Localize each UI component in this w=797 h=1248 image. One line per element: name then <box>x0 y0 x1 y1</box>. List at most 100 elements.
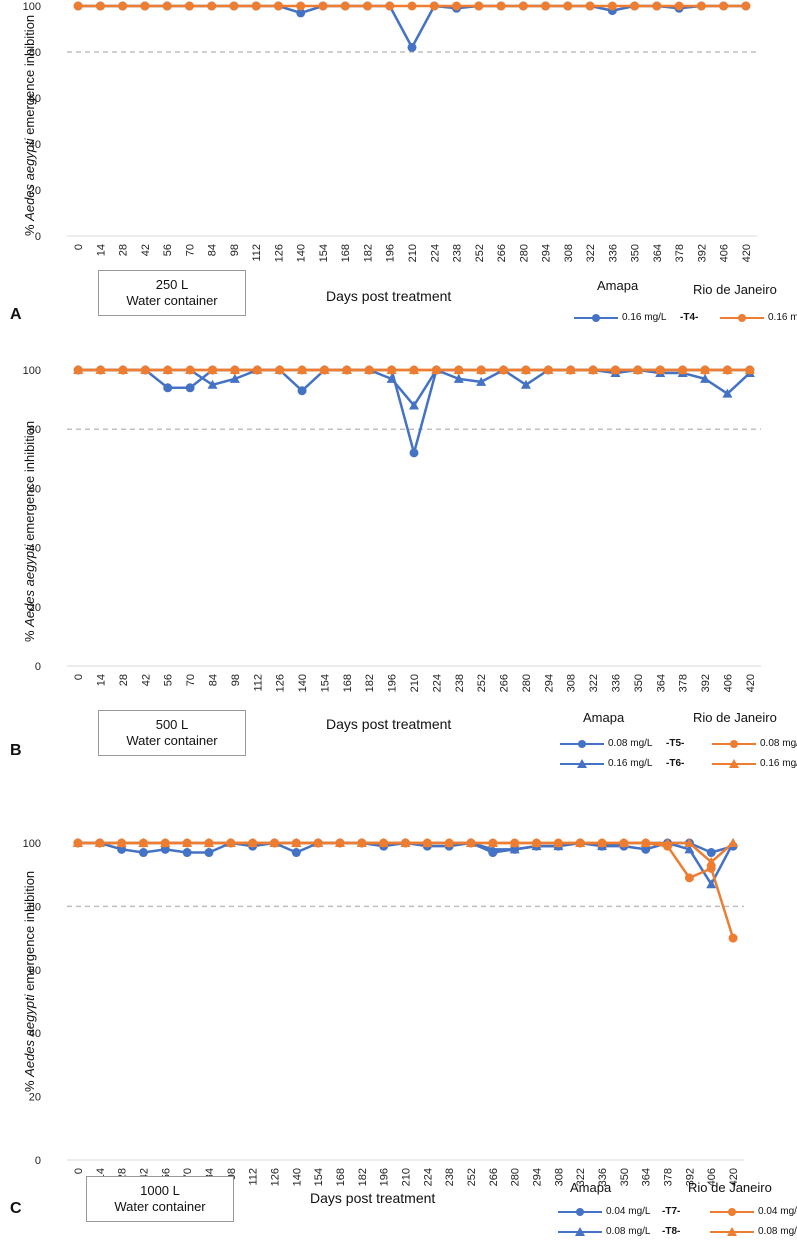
data-point <box>297 365 308 374</box>
legend-item-rio-t7: 0.04 mg/L <box>710 1206 797 1217</box>
x-tick-label: 392 <box>700 674 712 692</box>
container-box: 500 L Water container <box>98 710 246 756</box>
data-point <box>429 1 439 11</box>
legend-label: 0.08 mg/L <box>760 738 797 749</box>
data-point <box>229 365 240 374</box>
x-tick-label: 308 <box>566 674 578 692</box>
container-size: 1000 L <box>140 1183 180 1198</box>
data-point <box>229 1 239 11</box>
y-tick-label: 20 <box>29 1092 41 1104</box>
data-point <box>655 365 666 374</box>
data-point <box>319 365 330 374</box>
data-point <box>677 365 688 374</box>
panel-letter: B <box>10 742 22 759</box>
x-tick-label: 322 <box>575 1168 587 1186</box>
circle-marker-icon <box>728 1207 736 1216</box>
data-point <box>203 838 214 847</box>
y-tick-label: 80 <box>29 424 41 436</box>
legend-label: 0.04 mg/L <box>606 1206 651 1217</box>
x-tick-label: 280 <box>510 1168 522 1186</box>
x-tick-label: 126 <box>269 1168 281 1186</box>
data-point <box>487 838 498 847</box>
y-axis-label: % Aedes aegypti emergence inhibition <box>22 14 37 236</box>
legend-item-amapa-t8: 0.08 mg/L <box>558 1226 650 1237</box>
data-point <box>409 365 419 374</box>
data-point <box>696 1 706 11</box>
x-tick-label: 350 <box>630 244 642 262</box>
triangle-marker-icon <box>577 758 587 768</box>
data-point <box>162 365 173 374</box>
x-tick-label: 210 <box>409 674 421 692</box>
data-point <box>610 365 621 374</box>
data-point <box>476 365 487 374</box>
x-tick-label: 98 <box>229 244 241 256</box>
data-point <box>452 1 462 11</box>
data-point <box>706 863 716 873</box>
data-point <box>588 365 599 374</box>
data-point <box>409 448 419 458</box>
x-tick-label: 308 <box>563 244 575 262</box>
data-point <box>385 1 395 11</box>
data-point <box>291 848 301 858</box>
data-point <box>728 933 738 943</box>
x-tick-label: 406 <box>722 674 734 692</box>
triangle-marker-icon <box>575 1226 585 1236</box>
data-point <box>722 388 733 398</box>
data-point <box>313 838 324 847</box>
x-tick-label: 420 <box>728 1168 740 1186</box>
circle-marker-icon <box>730 739 738 748</box>
data-point <box>269 838 280 847</box>
x-tick-label: 378 <box>674 244 686 262</box>
legend-title-rio: Rio de Janeiro <box>693 710 777 725</box>
data-point <box>140 365 151 374</box>
data-point <box>274 365 285 374</box>
x-tick-label: 350 <box>633 674 645 692</box>
legend-label: 0.16 mg/L <box>760 758 797 769</box>
data-point <box>95 365 106 374</box>
chart-b: 0 20 40 60 80 100 0 14 28 42 56 70 84 98 112 126 140 154 1… <box>23 365 761 692</box>
container-size: 500 L <box>155 717 189 732</box>
triangle-marker-icon <box>729 758 739 768</box>
legend-item-rio-t6: 0.16 mg/L <box>712 758 797 769</box>
x-tick-label: 252 <box>466 1168 478 1186</box>
data-point <box>140 1 150 11</box>
data-point <box>160 844 170 854</box>
data-point <box>700 365 711 374</box>
data-point <box>585 1 595 11</box>
data-point <box>73 1 83 11</box>
data-point <box>184 1 194 11</box>
data-point <box>684 844 695 854</box>
x-tick-label: 28 <box>118 674 130 686</box>
data-point <box>207 379 218 389</box>
x-tick-label: 154 <box>313 1168 325 1186</box>
legend-item-amapa-t4: 0.16 mg/L <box>574 312 666 323</box>
y-tick-label: 0 <box>35 1155 41 1167</box>
data-point <box>640 838 651 847</box>
data-point <box>444 838 455 847</box>
x-tick-label: 140 <box>297 674 309 692</box>
data-point <box>362 1 372 11</box>
container-size: 250 L <box>155 277 189 292</box>
data-point <box>632 365 643 374</box>
data-point <box>531 838 542 847</box>
data-point <box>496 1 506 11</box>
series-line <box>78 368 750 455</box>
x-tick-label: 126 <box>273 244 285 262</box>
data-point <box>543 365 554 374</box>
data-point <box>407 1 417 11</box>
legend-label: 0.16 mg/L <box>768 312 797 323</box>
data-point <box>229 373 240 383</box>
data-point <box>138 848 148 858</box>
y-tick-label: 0 <box>35 231 41 243</box>
series-line <box>77 841 735 939</box>
x-tick-label: 406 <box>719 244 731 262</box>
legend-title-rio: Rio de Janeiro <box>688 1180 772 1195</box>
x-tick-label: 154 <box>318 244 330 262</box>
data-point <box>453 373 464 383</box>
data-point <box>630 1 640 11</box>
x-tick-label: 252 <box>474 244 486 262</box>
data-point <box>185 365 196 374</box>
y-tick-label: 80 <box>29 901 41 913</box>
data-point <box>409 400 419 410</box>
x-tick-label: 14 <box>96 674 108 686</box>
